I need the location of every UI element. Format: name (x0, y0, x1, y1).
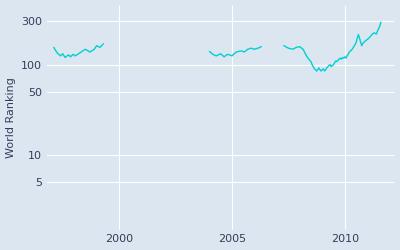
Y-axis label: World Ranking: World Ranking (6, 77, 16, 158)
